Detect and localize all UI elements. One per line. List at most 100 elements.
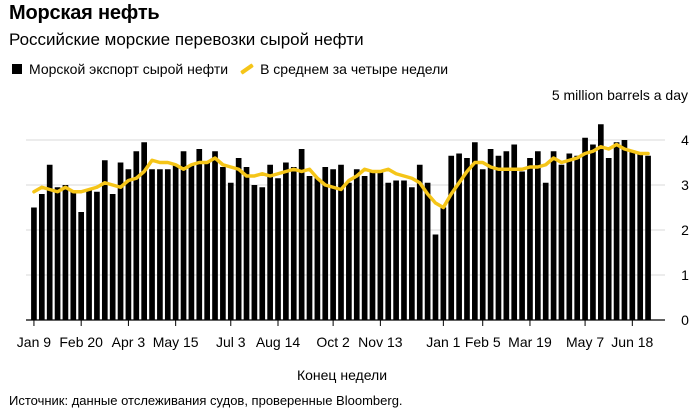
bar xyxy=(149,169,155,320)
bar xyxy=(78,212,85,320)
bar xyxy=(31,207,37,320)
x-tick-label: Aug 14 xyxy=(256,334,301,350)
bar xyxy=(220,167,226,320)
bar xyxy=(558,164,565,320)
bar xyxy=(227,182,234,320)
x-tick-label: May 15 xyxy=(153,334,199,350)
legend-bar-label: Морской экспорт сырой нефти xyxy=(29,61,229,77)
y-tick-label: 3 xyxy=(681,177,689,193)
bar xyxy=(377,171,384,320)
legend-bar-swatch xyxy=(12,64,22,74)
bar xyxy=(613,142,620,320)
bar xyxy=(361,176,368,320)
x-tick-label: Oct 2 xyxy=(316,334,350,350)
bar xyxy=(125,169,132,320)
x-tick-label: Jan 9 xyxy=(17,334,51,350)
bar xyxy=(314,178,321,320)
bar xyxy=(495,155,502,320)
bar xyxy=(172,164,179,320)
bar xyxy=(535,151,541,320)
bar xyxy=(204,162,210,320)
bar xyxy=(46,164,53,320)
bar xyxy=(590,144,596,320)
bar xyxy=(645,155,651,320)
bar xyxy=(212,151,218,320)
chart-subtitle: Российские морские перевозки сырой нефти xyxy=(9,30,364,49)
bar xyxy=(479,169,486,320)
legend-line-label: В среднем за четыре недели xyxy=(260,61,449,77)
bar xyxy=(54,187,61,320)
bar xyxy=(275,178,281,320)
y-tick-label: 0 xyxy=(681,312,689,328)
bar xyxy=(94,191,100,320)
bar xyxy=(637,153,644,320)
x-tick-label: May 7 xyxy=(566,334,604,350)
bar xyxy=(141,142,147,320)
x-tick-label: Mar 19 xyxy=(508,334,552,350)
bar xyxy=(409,187,415,320)
bar xyxy=(527,158,533,320)
bar xyxy=(70,191,77,320)
bar xyxy=(472,142,478,320)
x-tick-label: Jun 18 xyxy=(611,334,653,350)
bar xyxy=(629,151,636,320)
bar xyxy=(464,158,470,320)
bar xyxy=(180,151,187,320)
bar xyxy=(393,180,399,320)
x-tick-label: Jul 3 xyxy=(216,334,246,350)
bar xyxy=(346,182,352,320)
source-note: Источник: данные отслеживания судов, про… xyxy=(9,393,403,408)
bar xyxy=(338,164,344,320)
bar xyxy=(243,167,250,320)
bar xyxy=(511,144,518,320)
bar xyxy=(283,162,289,320)
x-tick-label: Feb 20 xyxy=(59,334,103,350)
bar xyxy=(188,164,195,320)
x-tick-label: Nov 13 xyxy=(358,334,403,350)
bar xyxy=(550,151,557,320)
bar xyxy=(101,160,108,320)
bar xyxy=(621,140,628,320)
axes: Jan 9 Feb 20 Apr 3 May 15 Jul 3 Aug 14 Oct 2 No… xyxy=(17,319,665,350)
bar xyxy=(424,182,431,320)
bar xyxy=(574,155,581,320)
y-tick-label: 1 xyxy=(681,267,689,283)
bar xyxy=(605,158,612,320)
y-tick-label: 4 xyxy=(681,132,689,148)
chart-title: Морская нефть xyxy=(9,2,160,24)
bar xyxy=(86,189,92,320)
units-label: 5 million barrels a day xyxy=(551,87,688,103)
bar xyxy=(369,171,376,320)
bar xyxy=(62,185,69,320)
bar xyxy=(235,158,242,320)
bar xyxy=(448,155,455,320)
bar xyxy=(164,169,171,320)
bar xyxy=(330,169,336,320)
bar xyxy=(267,164,273,320)
bar xyxy=(196,149,203,320)
gridlines: 0 1 2 3 4 xyxy=(26,132,689,328)
bar xyxy=(251,185,258,320)
bar xyxy=(353,169,360,320)
bar xyxy=(133,151,140,320)
bar xyxy=(401,180,407,320)
x-tick-label: Jan 1 xyxy=(426,334,460,350)
bar xyxy=(487,149,494,320)
bar xyxy=(542,182,549,320)
bar xyxy=(306,176,313,320)
bars xyxy=(31,124,651,320)
x-tick-label: Apr 3 xyxy=(112,334,146,350)
bar xyxy=(456,153,462,320)
legend: Морской экспорт сырой нефти В среднем за… xyxy=(12,61,448,77)
average-line-group xyxy=(32,142,650,210)
bar xyxy=(519,171,525,320)
bar xyxy=(597,124,604,320)
bar xyxy=(298,149,305,320)
bar xyxy=(566,153,573,320)
bar xyxy=(38,194,45,320)
bar xyxy=(440,207,447,320)
y-tick-label: 2 xyxy=(681,222,689,238)
average-line xyxy=(32,142,650,210)
bar xyxy=(503,151,510,320)
